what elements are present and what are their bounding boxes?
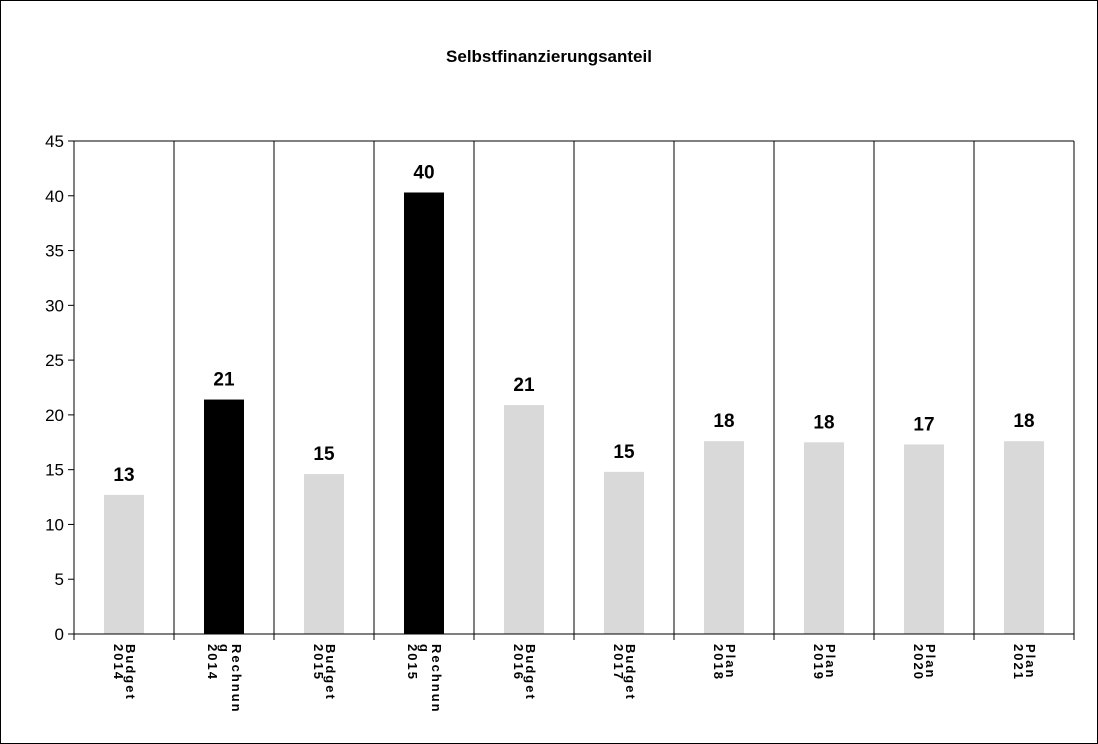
x-tick-label-line: 2018 bbox=[711, 644, 726, 681]
x-tick-label-line: Plan bbox=[923, 644, 938, 679]
bar-4 bbox=[404, 192, 444, 635]
bar-3 bbox=[304, 474, 344, 634]
data-label-9: 17 bbox=[913, 414, 934, 435]
x-tick-label-line: Rechnun bbox=[429, 644, 444, 714]
y-tick-label: 10 bbox=[45, 515, 64, 534]
x-tick-label-line: Plan bbox=[1023, 644, 1038, 679]
x-tick-label-line: Budget bbox=[623, 644, 638, 701]
y-tick-label: 45 bbox=[45, 132, 64, 151]
x-tick-label-10: Plan2021 bbox=[1011, 644, 1038, 681]
x-tick-label-line: 2015 bbox=[311, 644, 326, 681]
x-tick-label-line: 2017 bbox=[611, 644, 626, 681]
x-tick-label-line: g bbox=[417, 644, 432, 654]
data-label-1: 13 bbox=[113, 465, 134, 486]
bar-10 bbox=[1004, 441, 1044, 634]
x-tick-label-6: Budget2017 bbox=[611, 644, 638, 701]
x-tick-label-line: Plan bbox=[823, 644, 838, 679]
bar-9 bbox=[904, 444, 944, 634]
bar-6 bbox=[604, 471, 644, 634]
x-tick-label-line: Rechnun bbox=[229, 644, 244, 714]
bar-7 bbox=[704, 441, 744, 634]
data-label-7: 18 bbox=[713, 411, 734, 432]
x-tick-label-line: Budget bbox=[123, 644, 138, 701]
x-tick-label-line: 2019 bbox=[811, 644, 826, 681]
x-tick-label-5: Budget2016 bbox=[511, 644, 538, 701]
bar-2 bbox=[204, 399, 244, 634]
x-tick-label-line: 2020 bbox=[911, 644, 926, 681]
data-label-4: 40 bbox=[413, 162, 434, 183]
x-tick-label-line: Budget bbox=[523, 644, 538, 701]
x-tick-label-4: Rechnung2015 bbox=[405, 644, 444, 714]
x-tick-label-line: 2021 bbox=[1011, 644, 1026, 681]
chart-title: Selbstfinanzierungsanteil bbox=[446, 47, 652, 66]
y-tick-label: 25 bbox=[45, 351, 64, 370]
x-tick-label-2: Rechnung2014 bbox=[205, 644, 244, 714]
data-label-8: 18 bbox=[813, 412, 834, 433]
data-label-2: 21 bbox=[213, 370, 235, 391]
y-tick-label: 40 bbox=[45, 187, 64, 206]
data-label-6: 15 bbox=[613, 442, 635, 463]
data-label-3: 15 bbox=[313, 444, 335, 465]
y-tick-label: 30 bbox=[45, 296, 64, 315]
x-tick-label-line: Plan bbox=[723, 644, 738, 679]
data-label-10: 18 bbox=[1013, 411, 1034, 432]
y-tick-label: 0 bbox=[55, 625, 64, 644]
y-tick-label: 5 bbox=[55, 570, 64, 589]
plot-area: 13 21 15 40 21 15 18 18 17 18 0 5 10 15 20 25 30 35 40 45 Bu… bbox=[45, 132, 1075, 714]
x-tick-label-line: 2015 bbox=[405, 644, 420, 681]
x-tick-label-line: Budget bbox=[323, 644, 338, 701]
x-tick-label-7: Plan2018 bbox=[711, 644, 738, 681]
x-tick-label-9: Plan2020 bbox=[911, 644, 938, 681]
x-tick-label-3: Budget2015 bbox=[311, 644, 338, 701]
y-tick-label: 35 bbox=[45, 242, 64, 261]
y-tick-label: 20 bbox=[45, 406, 64, 425]
x-tick-label-1: Budget2014 bbox=[111, 644, 138, 701]
x-tick-label-line: 2014 bbox=[205, 644, 220, 681]
y-tick-label: 15 bbox=[45, 461, 64, 480]
data-label-5: 21 bbox=[513, 375, 535, 396]
x-tick-label-8: Plan2019 bbox=[811, 644, 838, 681]
bar-8 bbox=[804, 442, 844, 634]
bar-5 bbox=[504, 405, 544, 634]
bar-1 bbox=[104, 494, 144, 634]
x-tick-label-line: 2016 bbox=[511, 644, 526, 681]
x-tick-label-line: 2014 bbox=[111, 644, 126, 681]
x-tick-label-line: g bbox=[217, 644, 232, 654]
